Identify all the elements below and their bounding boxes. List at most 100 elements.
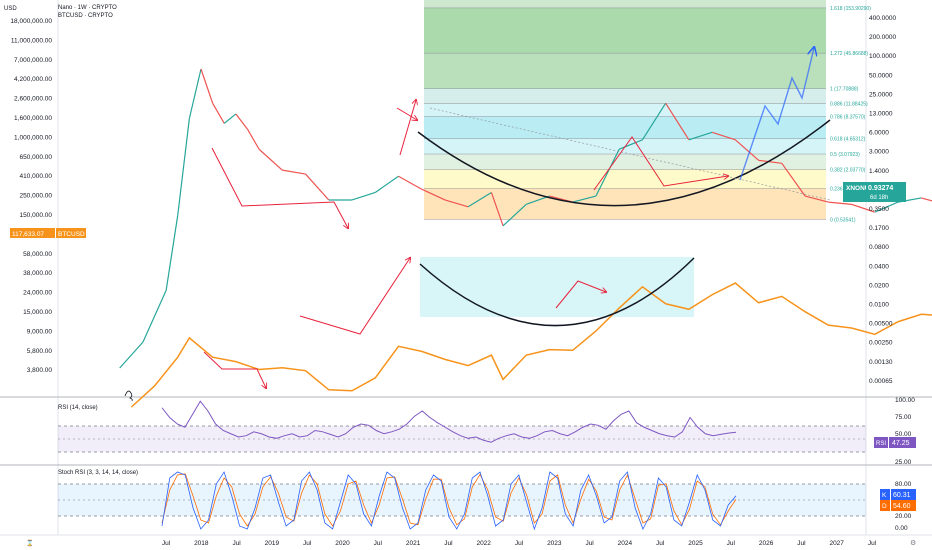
stoch-axis-tick: 80.00 xyxy=(895,481,912,488)
fib-zone xyxy=(424,88,826,104)
stoch-k-value: 60.31 xyxy=(893,492,911,499)
rsi-axis-tick: 75.00 xyxy=(895,414,912,421)
btc-price-line[interactable] xyxy=(130,260,932,408)
x-tick-label: 2023 xyxy=(547,540,562,547)
x-tick-label: Jul xyxy=(374,540,383,547)
stoch-k-line[interactable] xyxy=(161,471,737,531)
fib-level-label: 1.618 (153.90290) xyxy=(830,6,871,12)
nano-dotted-trendline xyxy=(429,107,831,201)
rsi-axis-tick: 100.00 xyxy=(895,397,915,404)
btc-bowl-curve[interactable] xyxy=(419,257,695,327)
fib-zone xyxy=(424,116,826,139)
fib-level-label: 1.272 (45.86688) xyxy=(830,51,868,57)
nano-price-segment xyxy=(734,139,759,161)
left-axis-tick: 150,000.00 xyxy=(19,212,52,219)
left-axis-tick: 410,000.00 xyxy=(19,173,52,180)
nano-price-segment xyxy=(177,118,190,216)
left-axis-tick: 3,800.00 xyxy=(27,367,53,374)
x-tick-label: 2024 xyxy=(618,540,633,547)
x-tick-label: Jul xyxy=(162,540,171,547)
fibonacci-retracement[interactable]: 2 (585.72876)1.886 (393.07311)1.618 (153… xyxy=(424,0,871,223)
rsi-axis-tick: 25.00 xyxy=(895,459,912,466)
right-axis-tick: 0.0400 xyxy=(869,263,889,270)
stoch-d-label: D xyxy=(882,503,887,510)
right-axis-tick: 0.00500 xyxy=(869,321,893,328)
x-tick-label: 2020 xyxy=(335,540,350,547)
red-arrow-1[interactable] xyxy=(211,147,348,228)
right-axis-tick: 25.0000 xyxy=(869,91,893,98)
nano-price-segment xyxy=(804,195,829,203)
nano-price-segment xyxy=(828,201,852,205)
fib-zone xyxy=(424,169,826,189)
stoch-title: Stoch RSI (3, 3, 14, 14, close) xyxy=(58,470,138,476)
nano-price-segment xyxy=(119,341,144,369)
red-arrow-2[interactable] xyxy=(396,107,417,120)
nano-price-segment xyxy=(258,148,283,171)
right-axis-tick: 3.0000 xyxy=(869,149,889,156)
left-axis-tick: 18,000,000.00 xyxy=(10,18,52,25)
nano-price-segment xyxy=(305,173,330,201)
x-tick-label: Jul xyxy=(797,540,806,547)
left-axis-tick: 1,600,000.00 xyxy=(14,115,52,122)
fib-zone xyxy=(424,188,826,220)
rsi-line[interactable] xyxy=(161,400,737,443)
stoch-d-badge: D 54.60 xyxy=(880,500,916,511)
red-arrow-3[interactable] xyxy=(399,100,416,156)
red-arrow-7[interactable] xyxy=(555,280,606,309)
nano-price-segment xyxy=(374,175,399,193)
red-arrow-5[interactable] xyxy=(203,351,266,388)
stoch-d-line[interactable] xyxy=(161,473,737,527)
rsi-badge-value: 47.25 xyxy=(892,440,910,447)
symbol-title: Nano · 1W · CRYPTO xyxy=(58,5,117,11)
settings-icon[interactable]: ⚙ xyxy=(910,539,916,547)
x-tick-label: Jul xyxy=(868,540,877,547)
red-arrow-drawings[interactable] xyxy=(203,100,728,388)
fib-level-label: 1 (17.70888) xyxy=(830,87,859,93)
nano-price-segment xyxy=(282,169,306,175)
fib-zone xyxy=(424,154,826,170)
red-arrow-6[interactable] xyxy=(299,258,410,335)
fib-level-label: 0.382 (2.03770) xyxy=(830,167,866,173)
right-axis-tick: 1.4000 xyxy=(869,168,889,175)
rsi-badge: RSI 47.25 xyxy=(874,437,916,448)
nano-price-segment xyxy=(421,188,446,201)
x-tick-label: 2022 xyxy=(476,540,491,547)
nano-price-segment xyxy=(665,102,690,141)
nano-price-segment xyxy=(502,203,527,227)
nano-price-segment xyxy=(246,128,260,150)
right-axis-tick: 50.0000 xyxy=(869,72,893,79)
nano-price-segment xyxy=(200,68,214,104)
nano-price-segment xyxy=(874,201,899,213)
nano-price-segment xyxy=(758,159,782,164)
fib-level-label: 0.618 (4.65312) xyxy=(830,137,866,143)
nano-price-segment xyxy=(851,203,875,213)
nano-price-segment xyxy=(595,148,620,197)
nano-bowl-curve[interactable] xyxy=(417,119,831,207)
btc-badge-value: 117,633.07 xyxy=(12,231,44,238)
right-axis-tick: 0.1700 xyxy=(869,225,889,232)
right-axis-tick: 0.00250 xyxy=(869,340,893,347)
x-tick-label: Jul xyxy=(585,540,594,547)
nano-price-segment xyxy=(711,131,736,141)
projection-arrow[interactable] xyxy=(739,48,814,181)
red-arrow-4[interactable] xyxy=(593,136,728,191)
stoch-k-badge: K 60.31 xyxy=(880,489,916,500)
left-axis-tick: 38,000.00 xyxy=(23,270,52,277)
compare-title: BTCUSD · CRYPTO xyxy=(58,13,113,19)
x-tick-label: Jul xyxy=(727,540,736,547)
nano-price-segment xyxy=(351,191,376,201)
usd-label: USD xyxy=(4,6,17,12)
btc-cyan-zone xyxy=(420,257,694,317)
nano-price-segment xyxy=(688,131,713,141)
rsi-title: RSI (14, close) xyxy=(58,405,98,411)
price-badge-countdown: 6d 18h xyxy=(870,195,888,201)
time-zone-icon[interactable]: ⌛ xyxy=(26,539,33,547)
stoch-k-label: K xyxy=(882,492,887,499)
left-axis-tick: 9,000.00 xyxy=(27,328,53,335)
rsi-badge-label: RSI xyxy=(876,441,886,447)
x-tick-label: 2019 xyxy=(265,540,280,547)
right-axis-tick: 13.0000 xyxy=(869,111,893,118)
x-tick-label: 2026 xyxy=(759,540,774,547)
